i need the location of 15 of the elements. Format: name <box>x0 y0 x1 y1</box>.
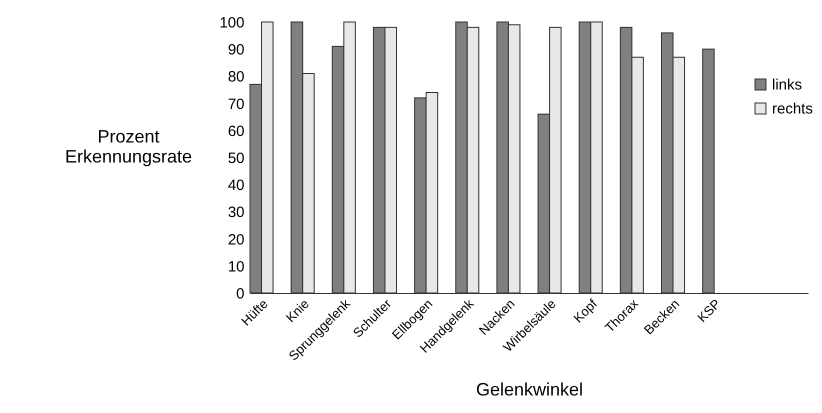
legend-label: links <box>772 76 802 94</box>
y-tick-label: 60 <box>228 122 244 140</box>
y-tick-label: 70 <box>228 96 244 113</box>
legend-label: rechts <box>772 100 813 118</box>
y-tick-label: 100 <box>219 14 244 32</box>
y-axis-title: Prozent Erkennungsrate <box>64 126 192 166</box>
y-tick-label: 0 <box>236 286 244 302</box>
y-tick-label: 10 <box>228 258 244 276</box>
y-tick-label: 40 <box>228 177 244 194</box>
y-tick-label: 30 <box>228 204 244 222</box>
y-tick-label: 80 <box>228 68 244 86</box>
y-tick-label: 20 <box>228 231 244 248</box>
x-axis-title: Gelenkwinkel <box>476 379 584 400</box>
y-tick-label: 50 <box>228 150 244 167</box>
y-tick-label: 90 <box>228 42 244 59</box>
